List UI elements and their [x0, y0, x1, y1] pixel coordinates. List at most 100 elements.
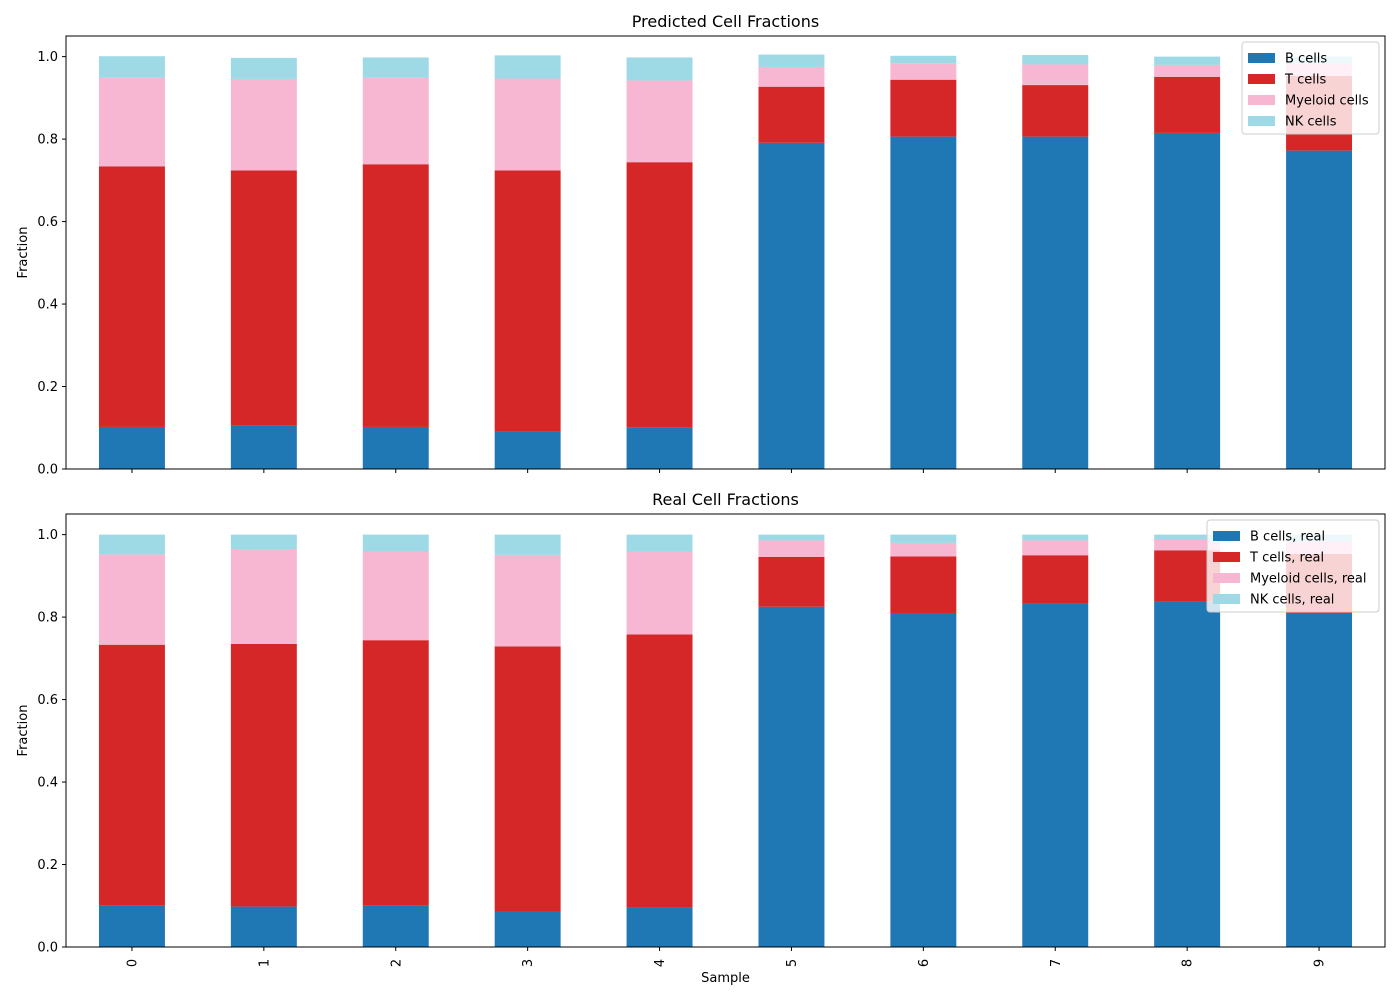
bar-segment: [362, 426, 429, 469]
y-tick-label: 0.8: [37, 611, 58, 626]
bar-segment: [230, 425, 297, 469]
legend-swatch: [1248, 95, 1275, 105]
bar-segment: [362, 905, 429, 947]
bar-segment: [494, 78, 561, 171]
x-tick-label: 4: [653, 959, 668, 967]
chart-title: Predicted Cell Fractions: [632, 12, 819, 31]
legend-swatch: [1213, 573, 1240, 583]
y-tick-label: 0.2: [37, 858, 58, 873]
y-tick-label: 0.4: [37, 776, 58, 791]
y-tick-label: 0.0: [37, 463, 58, 478]
x-tick-label: 1: [257, 959, 272, 967]
bar-segment: [98, 426, 165, 469]
plot-frame: [65, 513, 1386, 948]
bar-segment: [1022, 603, 1089, 947]
bar-segment: [758, 66, 825, 87]
bar-segment: [1022, 540, 1089, 556]
bar-segment: [230, 534, 297, 550]
bar-segment: [890, 556, 957, 613]
bar-segment: [362, 551, 429, 641]
bar-segment: [890, 542, 957, 557]
bar-segment: [230, 78, 297, 171]
legend-label: B cells, real: [1250, 530, 1325, 545]
bar-segment: [230, 643, 297, 907]
x-tick-label: 3: [521, 959, 536, 967]
bar-segment: [626, 427, 693, 469]
bar-segment: [626, 634, 693, 908]
bar-segment: [1154, 76, 1221, 133]
legend-box: [1206, 519, 1380, 613]
bar-segment: [890, 63, 957, 80]
legend-label: T cells: [1284, 73, 1326, 88]
bar-segment: [758, 86, 825, 143]
legend-swatch: [1213, 531, 1240, 541]
y-axis-label: Fraction: [16, 705, 31, 757]
bar-segment: [494, 170, 561, 432]
bar-segment: [890, 136, 957, 469]
bar-segment: [626, 551, 693, 635]
bar-segment: [1154, 534, 1221, 540]
bar-segment: [758, 534, 825, 541]
legend-label: Myeloid cells: [1285, 94, 1369, 109]
bar-segment: [1022, 54, 1089, 65]
legend-label: T cells, real: [1249, 551, 1324, 566]
y-tick-label: 1.0: [37, 50, 58, 65]
bar-segment: [758, 142, 825, 469]
x-tick-label: 7: [1049, 959, 1064, 967]
bar-segment: [494, 646, 561, 912]
legend-swatch: [1213, 552, 1240, 562]
bar-segment: [230, 57, 297, 79]
bar-segment: [890, 534, 957, 543]
bar-segment: [626, 907, 693, 947]
legend-swatch: [1248, 116, 1275, 126]
bar-segment: [98, 644, 165, 906]
y-tick-label: 0.4: [37, 298, 58, 313]
bar-segment: [890, 612, 957, 947]
bar-segment: [1022, 64, 1089, 86]
legend-box: [1241, 41, 1380, 135]
bar-segment: [626, 162, 693, 428]
y-axis-label: Fraction: [16, 227, 31, 279]
bar-segment: [98, 77, 165, 167]
legend-swatch: [1248, 53, 1275, 63]
legend-label: B cells: [1285, 52, 1327, 67]
chart-title: Real Cell Fractions: [652, 490, 799, 509]
legend-label: NK cells, real: [1250, 593, 1334, 608]
bar-segment: [758, 556, 825, 607]
bar-segment: [1154, 56, 1221, 65]
bar-segment: [1022, 555, 1089, 604]
bar-segment: [758, 606, 825, 947]
bar-segment: [1286, 150, 1353, 469]
plot-frame: [65, 35, 1386, 470]
bar-segment: [890, 55, 957, 64]
bar-segment: [98, 534, 165, 555]
y-tick-label: 0.8: [37, 133, 58, 148]
y-tick-label: 0.0: [37, 941, 58, 956]
bar-segment: [626, 57, 693, 81]
bar-segment: [890, 79, 957, 137]
legend-swatch: [1248, 74, 1275, 84]
bar-segment: [494, 911, 561, 947]
bar-segment: [362, 57, 429, 78]
x-tick-label: 9: [1313, 959, 1328, 967]
x-axis-label: Sample: [701, 971, 750, 986]
y-tick-label: 0.6: [37, 693, 58, 708]
y-tick-label: 0.2: [37, 380, 58, 395]
bar-segment: [362, 77, 429, 165]
bar-segment: [362, 534, 429, 552]
x-tick-label: 6: [917, 959, 932, 967]
bar-segment: [230, 906, 297, 947]
y-tick-label: 0.6: [37, 215, 58, 230]
bar-segment: [494, 554, 561, 647]
x-tick-label: 0: [125, 959, 140, 967]
x-tick-label: 8: [1181, 959, 1196, 967]
legend-label: NK cells: [1285, 115, 1337, 130]
legend-swatch: [1213, 594, 1240, 604]
bar-segment: [362, 640, 429, 906]
bar-segment: [626, 534, 693, 552]
legend-label: Myeloid cells, real: [1250, 572, 1367, 587]
bar-segment: [494, 534, 561, 555]
bar-segment: [230, 170, 297, 426]
